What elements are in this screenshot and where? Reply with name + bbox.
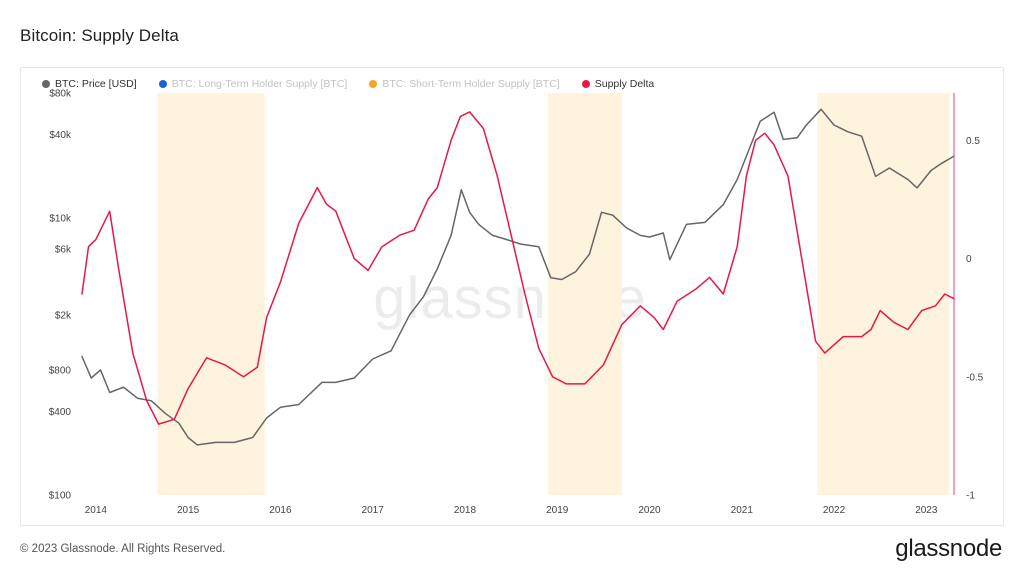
y-left-tick-label: $100 bbox=[49, 491, 72, 502]
highlight-band-3 bbox=[817, 93, 950, 495]
highlight-band-2 bbox=[547, 93, 622, 495]
x-tick-label: 2023 bbox=[915, 505, 938, 516]
x-tick-label: 2016 bbox=[269, 505, 292, 516]
x-tick-label: 2017 bbox=[362, 505, 385, 516]
x-tick-label: 2022 bbox=[823, 505, 846, 516]
x-tick-label: 2021 bbox=[731, 505, 754, 516]
series-line-supply-delta bbox=[81, 111, 955, 425]
sth-series-dot-icon bbox=[369, 80, 378, 88]
legend-label: Supply Delta bbox=[594, 78, 655, 90]
y-left-tick-label: $80k bbox=[49, 89, 72, 100]
legend-label: BTC: Short-Term Holder Supply [BTC] bbox=[382, 78, 560, 90]
legend-item-supply-delta[interactable]: Supply Delta bbox=[581, 78, 655, 90]
y-left-tick-label: $40k bbox=[49, 130, 72, 141]
y-right-tick-label: -1 bbox=[966, 491, 975, 502]
series-line-btc-price-usd bbox=[81, 108, 955, 446]
x-tick-label: 2020 bbox=[638, 505, 661, 516]
x-tick-label: 2019 bbox=[546, 505, 569, 516]
y-left-tick-label: $400 bbox=[49, 407, 72, 418]
legend-label: BTC: Price [USD] bbox=[55, 78, 137, 90]
y-left-tick-label: $800 bbox=[49, 365, 72, 376]
legend-item-short-term-holder-supply[interactable]: BTC: Short-Term Holder Supply [BTC] bbox=[369, 78, 560, 90]
highlight-band-1 bbox=[157, 93, 265, 495]
copyright-text: © 2023 Glassnode. All Rights Reserved. bbox=[20, 543, 226, 555]
y-left-tick-label: $10k bbox=[49, 214, 72, 225]
y-right-tick-label: 0 bbox=[966, 254, 972, 265]
legend-item-long-term-holder-supply[interactable]: BTC: Long-Term Holder Supply [BTC] bbox=[158, 78, 348, 90]
y-right-tick-label: 0.5 bbox=[966, 136, 980, 147]
glassnode-logo: glassnode bbox=[895, 535, 1002, 562]
y-left-tick-label: $2k bbox=[55, 310, 72, 321]
legend-label: BTC: Long-Term Holder Supply [BTC] bbox=[171, 78, 348, 90]
price-series-dot-icon bbox=[42, 80, 50, 88]
x-tick-label: 2018 bbox=[454, 505, 477, 516]
x-tick-label: 2015 bbox=[177, 505, 200, 516]
x-tick-label: 2014 bbox=[85, 505, 108, 516]
y-left-tick-label: $6k bbox=[55, 244, 72, 255]
page-title: Bitcoin: Supply Delta bbox=[20, 26, 179, 45]
legend-item-price[interactable]: BTC: Price [USD] bbox=[42, 78, 137, 90]
supply-delta-series-dot-icon bbox=[581, 80, 590, 88]
legend: BTC: Price [USD] BTC: Long-Term Holder S… bbox=[42, 78, 654, 90]
lth-series-dot-icon bbox=[158, 80, 167, 88]
y-right-tick-label: -0.5 bbox=[966, 372, 984, 383]
